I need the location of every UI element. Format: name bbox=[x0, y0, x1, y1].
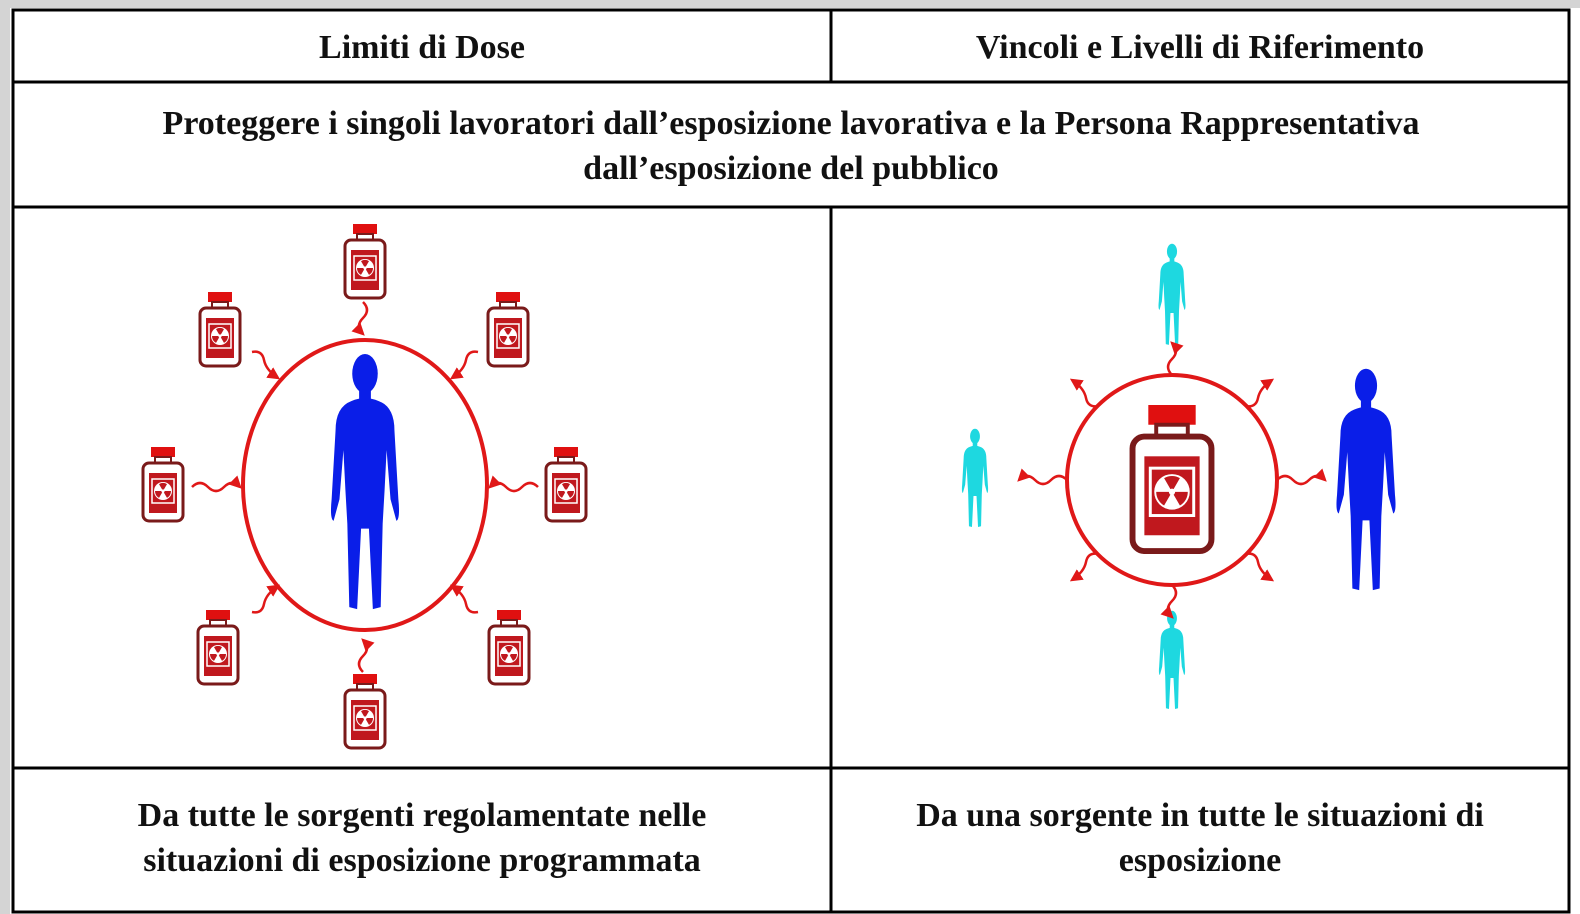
person bbox=[961, 428, 989, 527]
footer-line: Da tutte le sorgenti regolamentate nelle bbox=[137, 797, 707, 834]
header-text: Vincoli e Livelli di Riferimento bbox=[975, 28, 1425, 66]
header-cell: Vincoli e Livelli di Riferimento bbox=[831, 12, 1569, 82]
sheet bbox=[10, 8, 1580, 914]
purpose-line: dall’esposizione del pubblico bbox=[583, 149, 999, 187]
footer-cell: Da tutte le sorgenti regolamentate nelle… bbox=[13, 770, 831, 906]
radiation-arrows bbox=[1017, 341, 1327, 619]
source bbox=[1133, 405, 1212, 551]
constraints-illustration bbox=[961, 243, 1396, 709]
footer-line: situazioni di esposizione programmata bbox=[143, 842, 701, 879]
radiation-arrows bbox=[191, 301, 539, 673]
person bbox=[330, 353, 400, 610]
person bbox=[1158, 243, 1186, 345]
person bbox=[1336, 368, 1396, 591]
dose-limits-illustration bbox=[141, 224, 588, 750]
footer-line: esposizione bbox=[1118, 842, 1282, 879]
footer-line: Da una sorgente in tutte le situazioni d… bbox=[916, 797, 1484, 834]
footer-cell: Da una sorgente in tutte le situazioni d… bbox=[831, 770, 1569, 906]
purpose-cell: Proteggere i singoli lavoratori dall’esp… bbox=[13, 84, 1569, 207]
table-grid bbox=[11, 8, 1571, 914]
person bbox=[1158, 610, 1186, 709]
purpose-line: Proteggere i singoli lavoratori dall’esp… bbox=[162, 104, 1420, 142]
header-text: Limiti di Dose bbox=[319, 28, 525, 66]
header-cell: Limiti di Dose bbox=[13, 12, 831, 82]
